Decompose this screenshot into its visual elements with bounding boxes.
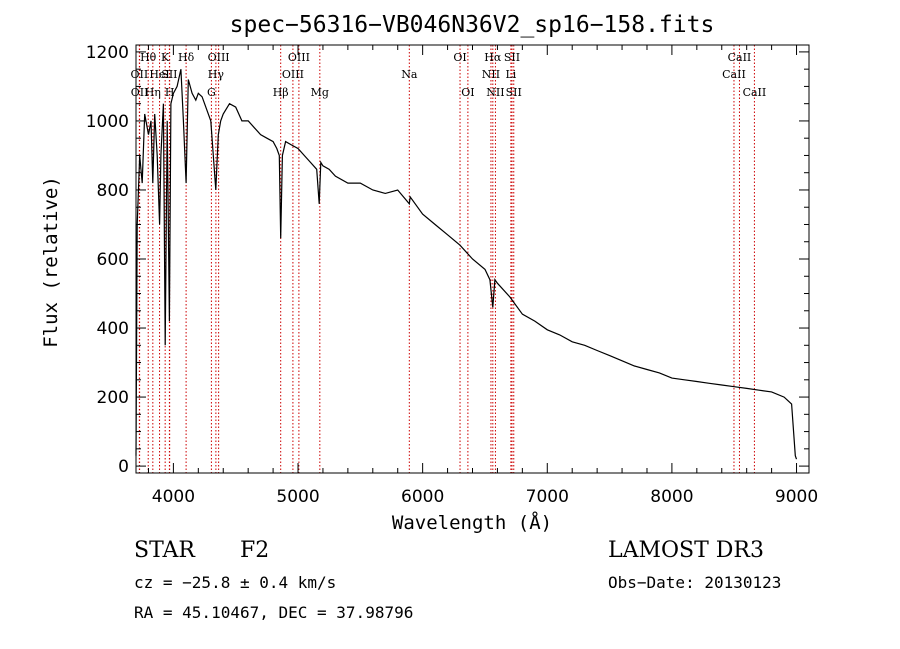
x-tick-label-3: 7000 <box>526 487 569 507</box>
line-label-5: K <box>161 51 170 64</box>
line-label-8: Hδ <box>178 51 195 64</box>
x-tick-label-1: 5000 <box>276 487 319 507</box>
line-label-10: Hγ <box>208 68 225 81</box>
y-tick-label-5: 1000 <box>86 112 129 132</box>
y-tick-label-2: 400 <box>97 319 129 339</box>
y-tick-label-4: 800 <box>97 181 129 201</box>
x-tick-label-4: 8000 <box>650 487 693 507</box>
x-tick-label-5: 9000 <box>775 487 818 507</box>
line-label-25: CaII <box>722 68 746 81</box>
line-label-14: OIII <box>288 51 310 64</box>
line-label-20: NII <box>482 68 500 81</box>
line-label-16: Na <box>401 68 418 81</box>
line-label-3: Hη <box>145 86 161 99</box>
sky-coordinates: RA = 45.10467, DEC = 37.98796 <box>134 603 414 622</box>
object-subclass: F2 <box>240 538 270 563</box>
chart-title: spec−56316−VB046N36V2_sp16−158.fits <box>230 12 715 38</box>
y-tick-label-0: 0 <box>118 457 129 477</box>
line-label-4: HeI <box>149 68 169 81</box>
survey-name: LAMOST DR3 <box>608 538 764 563</box>
spectrum-series-line <box>135 69 798 460</box>
line-label-23: Li <box>505 68 516 81</box>
line-label-19: Hα <box>484 51 502 64</box>
line-label-26: CaII <box>728 51 752 64</box>
line-label-24: SII <box>506 86 522 99</box>
object-class: STAR <box>134 538 195 563</box>
spectral-line-markers <box>138 45 755 473</box>
line-label-12: Hβ <box>273 86 289 99</box>
line-label-13: OIII <box>282 68 304 81</box>
y-tick-label-1: 200 <box>97 388 129 408</box>
y-axis-label: Flux (relative) <box>40 176 62 348</box>
line-label-27: CaII <box>743 86 767 99</box>
line-label-6: SII <box>161 68 177 81</box>
line-label-9: OIII <box>208 51 230 64</box>
line-label-15: Mg <box>311 86 329 99</box>
line-label-22: SII <box>504 51 520 64</box>
line-label-2: OII <box>131 86 149 99</box>
x-axis-label: Wavelength (Å) <box>392 511 552 534</box>
x-axis-ticks: 4000 5000 6000 7000 8000 9000 <box>147 45 818 507</box>
line-label-1: OII <box>131 68 149 81</box>
x-tick-label-0: 4000 <box>152 487 195 507</box>
line-label-17: OI <box>453 51 466 64</box>
line-label-18: OI <box>461 86 474 99</box>
observation-date: Obs−Date: 20130123 <box>608 573 782 592</box>
redshift-cz: cz = −25.8 ± 0.4 km/s <box>134 573 337 592</box>
y-axis-ticks: 0 200 400 600 800 1000 1200 <box>86 43 809 477</box>
line-label-11: G <box>207 86 216 99</box>
line-label-21: NII <box>486 86 504 99</box>
y-tick-label-3: 600 <box>97 250 129 270</box>
line-label-7: H <box>165 86 175 99</box>
y-tick-label-6: 1200 <box>86 43 129 63</box>
x-tick-label-2: 6000 <box>401 487 444 507</box>
line-label-0: Hθ <box>140 51 157 64</box>
